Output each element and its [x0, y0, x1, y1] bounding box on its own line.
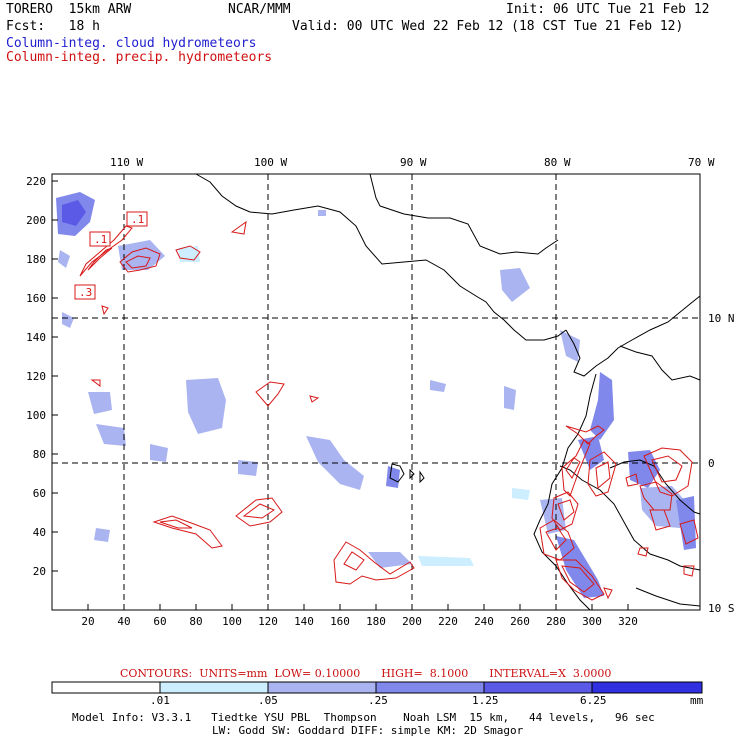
cloud-area [186, 378, 226, 434]
cloud-area [368, 552, 412, 568]
x-tick-label: 200 [402, 615, 422, 628]
contour-label-boxes [74, 211, 148, 300]
cloud-area [96, 424, 126, 446]
contour-label-box [89, 231, 111, 247]
contours-note: CONTOURS: UNITS=mm LOW= 0.10000 HIGH= 8.… [120, 667, 612, 680]
cloud-area [62, 312, 74, 328]
colorbar-label: .01 [150, 694, 170, 707]
y-ticks: 220 200 180 160 140 120 100 80 60 40 20 [26, 175, 58, 578]
coastlines [195, 173, 701, 611]
lon-label: 110 W [110, 156, 143, 169]
colorbar-swatch [159, 681, 269, 694]
lat-label: 10 N [708, 312, 735, 325]
x-tick-label: 40 [117, 615, 130, 628]
cloud-area [94, 528, 110, 542]
lon-label: 80 W [544, 156, 571, 169]
lat-label: 0 [708, 457, 715, 470]
colorbar-swatch [267, 681, 377, 694]
colorbar-label: .25 [368, 694, 388, 707]
y-tick-label: 100 [26, 409, 46, 422]
contour-label-box [74, 284, 96, 300]
x-tick-label: 260 [510, 615, 530, 628]
cloud-area [590, 372, 614, 440]
y-tick-label: 200 [26, 214, 46, 227]
graticule [52, 174, 700, 610]
cloud-area [500, 268, 530, 302]
colorbar-label: .05 [258, 694, 278, 707]
model-info: Model Info: V3.3.1 Tiedtke YSU PBL Thomp… [72, 711, 655, 724]
colorbar-swatch [375, 681, 485, 694]
field-precip-label: Column-integ. precip. hydrometeors [6, 50, 273, 65]
y-tick-label: 160 [26, 292, 46, 305]
cloud-shading [56, 192, 696, 598]
lon-label: 100 W [254, 156, 287, 169]
x-tick-label: 280 [546, 615, 566, 628]
contour-label: .3 [79, 286, 92, 299]
cloud-area [512, 488, 530, 500]
contour-label: .1 [94, 233, 107, 246]
lon-label: 70 W [688, 156, 715, 169]
cloud-area [318, 210, 326, 216]
x-tick-label: 140 [294, 615, 314, 628]
colorbar [51, 681, 703, 694]
x-tick-label: 220 [438, 615, 458, 628]
y-tick-label: 40 [33, 526, 46, 539]
cloud-area [58, 250, 70, 268]
y-tick-label: 60 [33, 487, 46, 500]
x-tick-label: 80 [189, 615, 202, 628]
cloud-area [556, 536, 604, 598]
model-title: TORERO 15km ARW [6, 2, 132, 17]
cloud-area [150, 444, 168, 462]
y-tick-label: 220 [26, 175, 46, 188]
x-tick-label: 180 [366, 615, 386, 628]
y-tick-label: 80 [33, 448, 46, 461]
cloud-area [430, 380, 446, 392]
x-tick-label: 100 [222, 615, 242, 628]
x-tick-label: 240 [474, 615, 494, 628]
x-tick-label: 20 [81, 615, 94, 628]
contour-label: .1 [131, 213, 144, 226]
cloud-area [418, 556, 474, 566]
map-frame [51, 173, 701, 611]
contour-label-box [126, 211, 148, 227]
colorbar-label: 1.25 [472, 694, 499, 707]
colorbar-swatch [591, 681, 703, 694]
precip-contours [79, 220, 699, 601]
cloud-area [560, 330, 580, 362]
cloud-area [386, 466, 400, 488]
y-tick-label: 120 [26, 370, 46, 383]
forecast-hour: Fcst: 18 h [6, 19, 100, 34]
lon-label: 90 W [400, 156, 427, 169]
lat-label: 10 S [708, 602, 735, 615]
cloud-area [238, 460, 258, 476]
colorbar-swatch [51, 681, 161, 694]
x-tick-label: 120 [258, 615, 278, 628]
valid-time: Valid: 00 UTC Wed 22 Feb 12 (18 CST Tue … [292, 19, 684, 34]
init-time: Init: 06 UTC Tue 21 Feb 12 [506, 2, 710, 17]
colorbar-label: 6.25 [580, 694, 607, 707]
cloud-area [504, 386, 516, 410]
x-tick-label: 320 [618, 615, 638, 628]
y-tick-label: 180 [26, 253, 46, 266]
cloud-area [578, 436, 604, 470]
org-label: NCAR/MMM [228, 2, 291, 17]
cloud-area [88, 392, 112, 414]
colorbar-swatch [483, 681, 593, 694]
y-tick-label: 140 [26, 331, 46, 344]
x-tick-label: 160 [330, 615, 350, 628]
field-cloud-label: Column-integ. cloud hydrometeors [6, 36, 257, 51]
x-tick-label: 300 [582, 615, 602, 628]
y-tick-label: 20 [33, 565, 46, 578]
colorbar-unit: mm [690, 694, 704, 707]
cloud-area [62, 200, 86, 226]
cloud-area [118, 240, 165, 270]
x-ticks: 20 40 60 80 100 120 140 160 180 200 220 240 260 280 30… [81, 604, 638, 628]
x-tick-label: 60 [153, 615, 166, 628]
physics-info: LW: Godd SW: Goddard DIFF: simple KM: 2D… [212, 724, 524, 737]
